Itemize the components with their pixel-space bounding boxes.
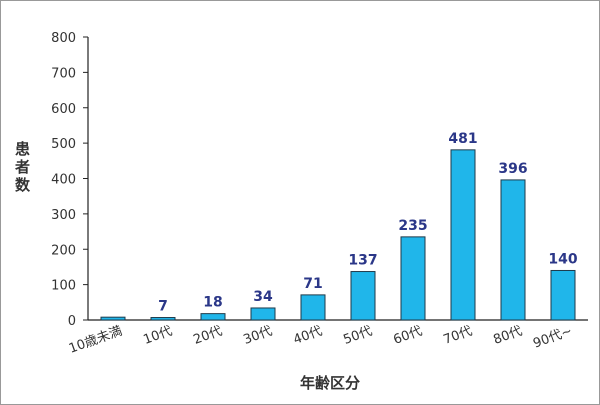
y-tick-label: 200 bbox=[51, 243, 76, 258]
bar bbox=[250, 307, 276, 321]
bar bbox=[200, 313, 226, 321]
y-tick-label: 800 bbox=[51, 31, 76, 46]
y-tick-label: 400 bbox=[51, 173, 76, 188]
bar bbox=[400, 236, 426, 321]
bar bbox=[150, 317, 176, 321]
y-tick-label: 0 bbox=[68, 314, 76, 329]
data-label: 7 bbox=[158, 299, 168, 315]
data-label: 235 bbox=[398, 218, 427, 234]
data-label: 18 bbox=[203, 295, 222, 311]
bar bbox=[450, 149, 476, 321]
y-tick-label: 500 bbox=[51, 137, 76, 152]
data-label: 34 bbox=[253, 289, 273, 305]
y-tick-label: 300 bbox=[51, 208, 76, 223]
data-label: 140 bbox=[548, 251, 577, 267]
bar bbox=[550, 269, 576, 321]
data-label: 137 bbox=[348, 253, 377, 269]
data-label: 396 bbox=[498, 161, 527, 177]
bar bbox=[350, 271, 376, 321]
y-tick-label: 700 bbox=[51, 66, 76, 81]
data-label: 71 bbox=[303, 276, 322, 292]
bar bbox=[300, 294, 326, 321]
y-tick-label: 600 bbox=[51, 102, 76, 117]
bar bbox=[500, 179, 526, 321]
y-tick-label: 100 bbox=[51, 279, 76, 294]
bar bbox=[100, 316, 126, 321]
data-label: 481 bbox=[448, 131, 477, 147]
y-axis-title: 患者数 bbox=[13, 140, 31, 195]
x-axis-title: 年齢区分 bbox=[300, 374, 360, 392]
